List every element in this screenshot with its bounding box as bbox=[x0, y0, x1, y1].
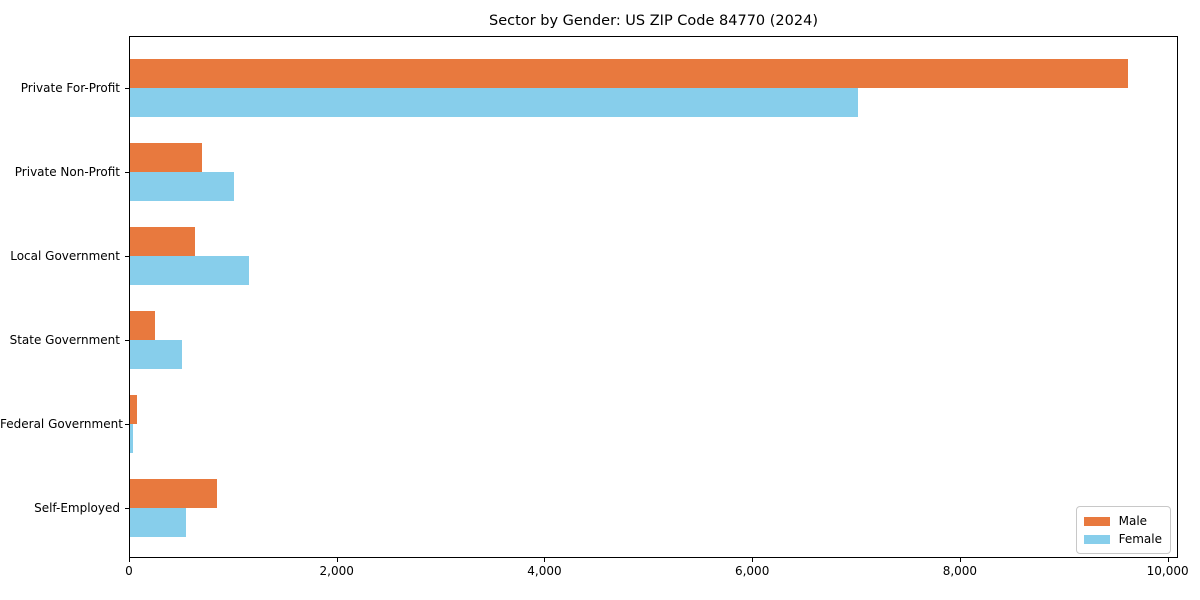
y-tick-mark bbox=[125, 423, 129, 425]
legend: Male Female bbox=[1075, 506, 1171, 554]
x-tick-label: 2,000 bbox=[319, 564, 354, 578]
bar-female bbox=[130, 171, 234, 201]
x-tick-mark bbox=[959, 558, 961, 562]
x-tick-label: 0 bbox=[125, 564, 133, 578]
x-tick-mark bbox=[752, 558, 754, 562]
y-tick-mark bbox=[125, 255, 129, 257]
bar-female bbox=[130, 339, 183, 369]
x-tick-label: 8,000 bbox=[942, 564, 978, 578]
bar-male bbox=[130, 226, 196, 256]
y-tick-label: Private For-Profit bbox=[20, 80, 120, 95]
x-tick-mark bbox=[1167, 558, 1169, 562]
y-tick-mark bbox=[125, 171, 129, 173]
x-tick-label: 10,000 bbox=[1146, 564, 1189, 578]
x-tick-label: 6,000 bbox=[734, 564, 770, 578]
x-tick-mark bbox=[129, 558, 130, 562]
x-tick-mark bbox=[544, 558, 546, 562]
y-tick-label: Federal Government bbox=[0, 416, 123, 431]
x-tick-label: 4,000 bbox=[527, 564, 562, 578]
bar-female bbox=[130, 87, 858, 117]
y-tick-mark bbox=[125, 507, 129, 509]
chart-title: Sector by Gender: US ZIP Code 84770 (202… bbox=[489, 13, 818, 29]
bar-male bbox=[130, 394, 138, 424]
y-tick-mark bbox=[125, 339, 129, 341]
x-tick-mark bbox=[336, 558, 338, 562]
y-tick-label: Local Government bbox=[10, 248, 120, 263]
y-tick-label: Private Non-Profit bbox=[14, 164, 120, 179]
legend-entry-female: Female bbox=[1083, 530, 1162, 548]
legend-entry-male: Male bbox=[1083, 512, 1162, 530]
bar-male bbox=[130, 142, 203, 172]
legend-swatch-male bbox=[1083, 516, 1110, 526]
legend-label-male: Male bbox=[1118, 514, 1148, 528]
legend-label-female: Female bbox=[1118, 532, 1162, 546]
bar-female bbox=[130, 423, 133, 453]
plot-area bbox=[129, 36, 1178, 558]
bar-male bbox=[130, 310, 156, 340]
legend-swatch-female bbox=[1083, 534, 1110, 544]
y-tick-label: State Government bbox=[9, 332, 120, 347]
y-tick-mark bbox=[125, 87, 129, 89]
y-tick-label: Self-Employed bbox=[34, 500, 120, 515]
bar-male bbox=[130, 58, 1129, 88]
bar-female bbox=[130, 507, 187, 537]
bar-male bbox=[130, 478, 218, 508]
bar-female bbox=[130, 255, 249, 285]
